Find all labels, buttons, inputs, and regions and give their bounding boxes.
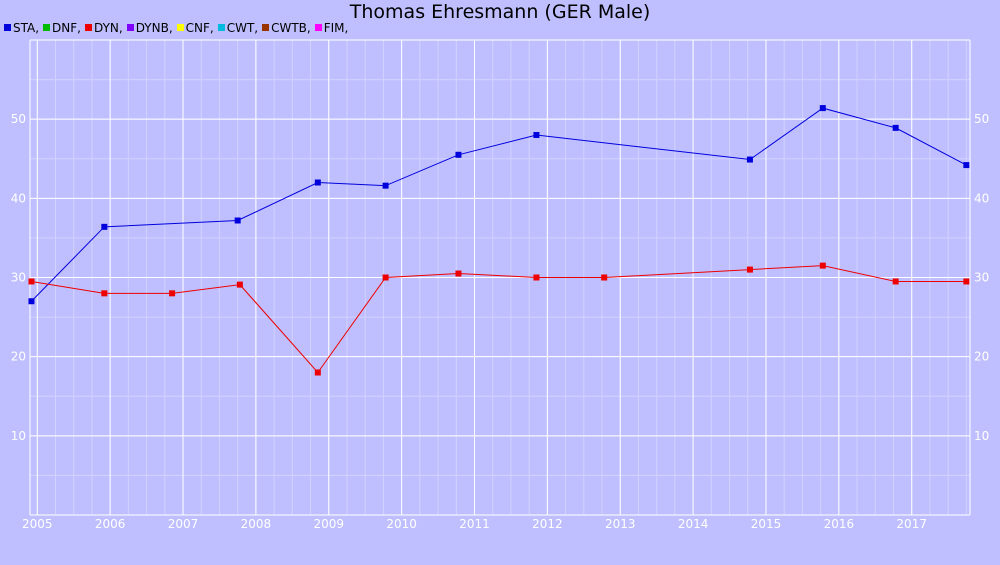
x-tick-label: 2010	[386, 517, 417, 531]
data-point-dyn	[101, 290, 108, 297]
data-point-sta	[455, 151, 462, 158]
legend-item-dnf: DNF,	[43, 21, 81, 35]
x-tick-label: 2007	[168, 517, 199, 531]
legend-label: STA,	[13, 21, 40, 35]
legend-item-dynb: DYNB,	[126, 21, 173, 35]
data-point-dyn	[236, 281, 243, 288]
y-tick-label-right: 20	[974, 350, 989, 364]
legend-swatch	[217, 24, 225, 31]
legend-swatch	[84, 24, 92, 31]
legend-swatch	[126, 24, 134, 31]
y-tick-label-left: 50	[11, 112, 26, 126]
y-tick-label-right: 50	[974, 112, 989, 126]
data-point-dyn	[28, 278, 35, 285]
data-point-dyn	[382, 274, 389, 281]
data-point-dyn	[819, 262, 826, 269]
legend-item-cwtb: CWTB,	[262, 21, 311, 35]
legend-item-cnf: CNF,	[176, 21, 214, 35]
data-point-dyn	[963, 278, 970, 285]
y-tick-label-right: 10	[974, 429, 989, 443]
legend-swatch	[314, 24, 322, 31]
legend: STA, DNF, DYN, DYNB, CNF, CWT, CWTB, FIM,	[4, 21, 352, 35]
legend-label: DNF,	[52, 21, 81, 35]
data-point-sta	[963, 162, 970, 169]
x-tick-label: 2014	[678, 517, 709, 531]
x-tick-label: 2013	[605, 517, 636, 531]
legend-swatch	[4, 24, 11, 31]
legend-label: CNF,	[185, 21, 214, 35]
legend-label: DYNB,	[135, 21, 173, 35]
x-tick-label: 2016	[824, 517, 855, 531]
x-tick-label: 2009	[313, 517, 344, 531]
legend-swatch	[262, 24, 270, 31]
x-tick-label: 2008	[241, 517, 272, 531]
x-tick-label: 2011	[459, 517, 490, 531]
x-tick-label: 2017	[896, 517, 927, 531]
y-tick-label-right: 40	[974, 191, 989, 205]
legend-item-sta: STA,	[4, 21, 39, 35]
data-point-dyn	[455, 270, 462, 277]
legend-item-cwt: CWT,	[217, 21, 259, 35]
x-tick-label: 2012	[532, 517, 563, 531]
legend-label: DYN,	[93, 21, 123, 35]
x-tick-label: 2005	[22, 517, 53, 531]
x-tick-label: 2006	[95, 517, 126, 531]
data-point-sta	[819, 105, 826, 112]
data-point-sta	[314, 179, 321, 186]
data-point-dyn	[533, 274, 540, 281]
data-point-dyn	[892, 278, 899, 285]
chart-title: Thomas Ehresmann (GER Male)	[349, 1, 651, 23]
data-point-sta	[892, 124, 899, 131]
data-point-sta	[28, 298, 35, 305]
legend-item-fim: FIM,	[314, 21, 349, 35]
y-tick-label-left: 10	[11, 429, 26, 443]
series-line-sta	[31, 107, 967, 302]
legend-label: CWTB,	[271, 21, 311, 35]
y-tick-label-left: 30	[11, 271, 26, 285]
data-point-dyn	[601, 274, 608, 281]
data-point-sta	[101, 223, 108, 230]
data-point-sta	[234, 217, 241, 224]
legend-label: FIM,	[323, 21, 349, 35]
data-point-dyn	[169, 290, 176, 297]
y-tick-label-right: 30	[974, 271, 989, 285]
legend-swatch	[43, 24, 51, 31]
data-point-dyn	[746, 266, 753, 273]
legend-label: CWT,	[226, 21, 259, 35]
data-point-sta	[746, 156, 753, 163]
x-tick-label: 2015	[751, 517, 782, 531]
data-point-dyn	[314, 369, 321, 376]
y-tick-label-left: 20	[11, 350, 26, 364]
legend-item-dyn: DYN,	[84, 21, 123, 35]
data-point-sta	[382, 182, 389, 189]
y-tick-label-left: 40	[11, 191, 26, 205]
legend-swatch	[176, 24, 184, 31]
data-point-sta	[533, 132, 540, 138]
